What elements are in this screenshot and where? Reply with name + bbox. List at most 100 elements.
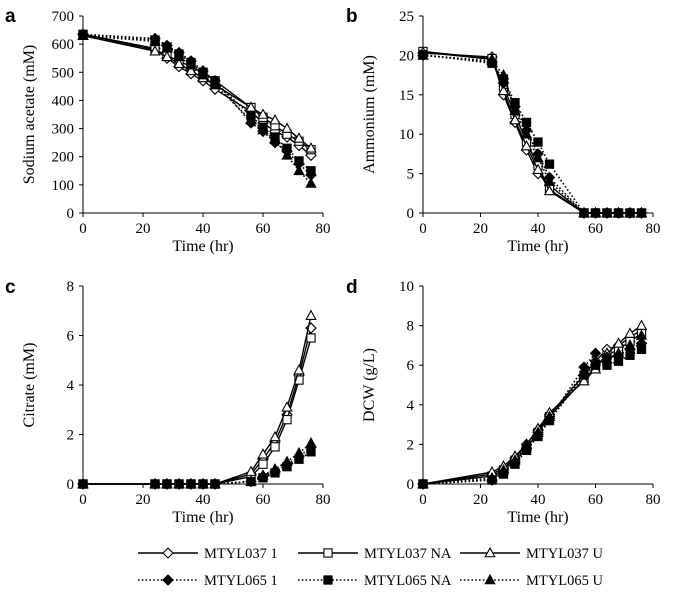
y-tick-label: 100 xyxy=(52,178,75,194)
data-point xyxy=(77,29,89,41)
series-line xyxy=(83,315,312,485)
series-mtyl037-1 xyxy=(77,322,317,490)
data-point xyxy=(578,366,590,378)
data-point xyxy=(185,64,197,76)
data-point xyxy=(245,475,257,486)
legend-entry: MTYL037 NA xyxy=(298,546,452,562)
data-point xyxy=(509,454,521,465)
y-tick-label: 0 xyxy=(407,477,415,493)
y-tick-label: 6 xyxy=(407,358,415,374)
series-mtyl037-u xyxy=(77,309,317,489)
x-tick-label: 0 xyxy=(419,221,427,237)
data-point xyxy=(486,471,498,483)
series-line xyxy=(422,54,642,214)
series-line xyxy=(422,54,642,214)
series-mtyl065-1 xyxy=(77,28,317,181)
data-point xyxy=(281,122,293,133)
legend-entry: MTYL065 1 xyxy=(138,573,278,589)
data-point xyxy=(245,113,257,125)
series-line xyxy=(82,34,312,184)
data-point xyxy=(281,401,293,412)
x-tick-label: 60 xyxy=(256,221,271,237)
panel-letter: b xyxy=(346,6,358,27)
series-mtyl037-u xyxy=(417,319,648,489)
x-axis-label: Time (hr) xyxy=(507,238,568,255)
legend-marker xyxy=(323,548,333,558)
data-point xyxy=(497,463,510,475)
y-axis-label: Sodium acetate (mM) xyxy=(21,45,38,185)
legend-label: MTYL037 NA xyxy=(364,546,452,562)
series-mtyl065-na xyxy=(78,30,316,176)
y-axis-label: Citrate (mM) xyxy=(21,343,38,428)
data-point xyxy=(269,462,281,474)
series-line xyxy=(422,51,642,214)
data-point xyxy=(306,447,316,457)
panel-b: b 0 20 40 60 80 0 5 10 15 20 25 Time (hr) Ammonium (m… xyxy=(346,6,661,255)
x-tick-label: 40 xyxy=(531,221,546,237)
y-tick-label: 400 xyxy=(52,93,75,109)
data-point xyxy=(257,469,269,480)
series-mtyl065-na xyxy=(418,344,647,489)
data-point xyxy=(306,333,316,343)
data-point xyxy=(624,206,636,218)
panel-letter: d xyxy=(346,277,358,298)
x-tick-label: 80 xyxy=(316,221,331,237)
y-tick-label: 4 xyxy=(67,378,75,394)
x-tick-label: 20 xyxy=(473,492,488,508)
data-point xyxy=(521,117,532,128)
series-mtyl065-na xyxy=(78,447,316,489)
data-point xyxy=(305,142,317,153)
y-tick-label: 5 xyxy=(407,167,415,183)
y-tick-label: 15 xyxy=(399,88,414,104)
series-mtyl037-1 xyxy=(77,28,317,162)
data-point xyxy=(305,437,317,448)
data-point xyxy=(149,45,161,56)
data-point xyxy=(544,159,555,169)
data-point xyxy=(543,410,556,421)
data-point xyxy=(209,477,221,489)
data-point xyxy=(417,477,429,489)
data-point xyxy=(635,329,648,340)
y-tick-label: 8 xyxy=(67,279,75,295)
y-tick-label: 300 xyxy=(52,122,75,138)
data-point xyxy=(294,375,304,385)
y-tick-label: 2 xyxy=(407,437,415,453)
legend-marker xyxy=(484,573,496,585)
panel-c: c 0 20 40 60 80 0 2 4 6 8 Time (hr) Citrate (mM) xyxy=(5,277,331,526)
x-tick-label: 40 xyxy=(196,221,211,237)
data-point xyxy=(77,477,89,489)
panel-a: a 0 20 40 60 80 0 100 200 300 400 500 600 700 Time (hr… xyxy=(5,6,331,255)
series-line xyxy=(82,33,312,176)
legend-entry: MTYL037 U xyxy=(460,546,603,562)
data-point xyxy=(532,163,544,174)
data-point xyxy=(578,206,590,218)
data-point xyxy=(173,477,185,489)
y-tick-label: 25 xyxy=(399,9,414,25)
y-tick-label: 10 xyxy=(399,127,414,143)
data-point xyxy=(543,175,556,186)
data-point xyxy=(497,84,510,96)
series-line xyxy=(422,53,642,214)
y-tick-label: 10 xyxy=(399,279,414,295)
series-mtyl065-na xyxy=(418,49,647,218)
data-point xyxy=(625,350,635,360)
data-point xyxy=(293,446,305,458)
legend-entry: MTYL065 U xyxy=(460,573,603,589)
data-point xyxy=(161,50,173,62)
x-tick-label: 40 xyxy=(531,492,546,508)
data-point xyxy=(612,347,625,358)
data-point xyxy=(589,206,602,218)
y-tick-label: 0 xyxy=(407,206,415,222)
data-point xyxy=(520,139,533,151)
data-point xyxy=(578,374,590,386)
data-point xyxy=(149,35,161,46)
data-point xyxy=(197,68,209,80)
data-point xyxy=(635,206,648,218)
y-tick-label: 200 xyxy=(52,150,75,166)
legend-label: MTYL065 1 xyxy=(204,573,278,589)
y-tick-label: 700 xyxy=(52,9,75,25)
data-point xyxy=(270,442,280,452)
series-mtyl037-na xyxy=(78,29,316,155)
